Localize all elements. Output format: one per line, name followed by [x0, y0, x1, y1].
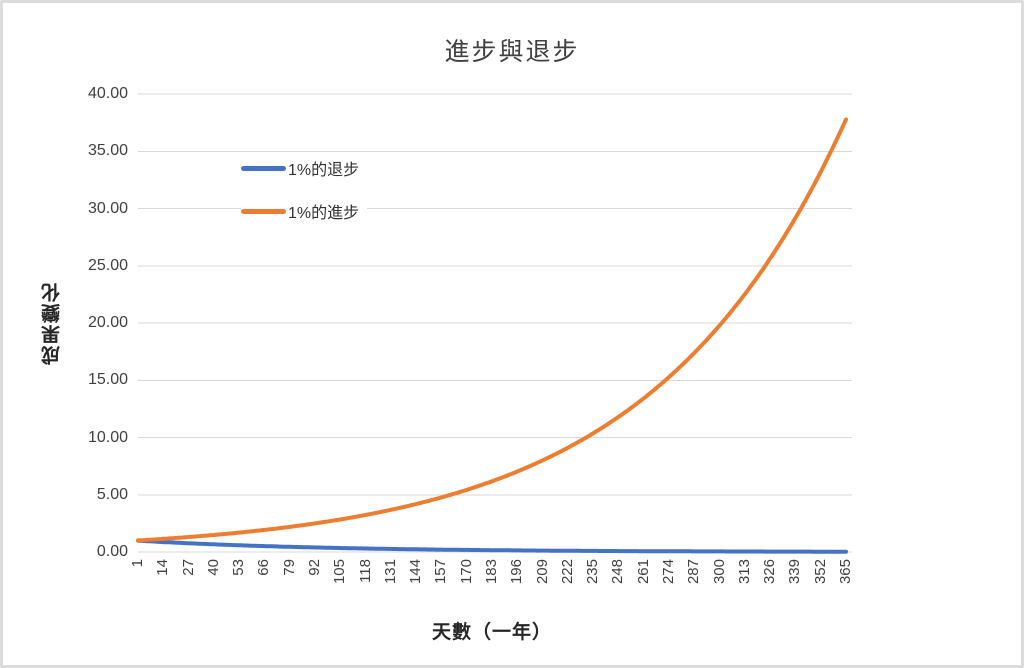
legend-item-decline: 1%的退步	[241, 154, 368, 182]
x-tick-label: 144	[407, 559, 425, 585]
chart-title: 進步與退步	[444, 38, 580, 66]
y-tick-label: 0.00	[96, 543, 128, 560]
x-tick-label: 261	[634, 559, 652, 585]
x-tick-label: 313	[735, 559, 753, 585]
x-tick-label: 105	[331, 559, 349, 585]
legend-label-decline: 1%的退步	[288, 162, 360, 179]
x-tick-label: 300	[710, 559, 728, 585]
gridlines	[138, 93, 852, 553]
x-tick-label: 222	[558, 559, 576, 585]
x-tick-label: 131	[381, 559, 399, 585]
x-tick-label: 339	[786, 559, 804, 585]
x-tick-label: 27	[179, 559, 197, 576]
series-lines	[136, 117, 848, 554]
y-tick-label: 30.00	[87, 199, 128, 217]
x-tick-label: 14	[154, 559, 172, 576]
x-tick-label: 248	[609, 559, 627, 585]
x-tick-label: 209	[533, 559, 551, 585]
x-tick-label: 183	[483, 559, 501, 585]
y-tick-label: 25.00	[87, 256, 128, 274]
legend-item-growth: 1%的進步	[241, 197, 368, 225]
y-tick-label: 40.00	[87, 85, 128, 102]
plot-area	[136, 93, 852, 554]
series-line-decline	[136, 538, 848, 554]
legend-line-icon-blue	[241, 165, 286, 171]
x-tick-label: 274	[660, 559, 678, 585]
x-tick-label: 326	[761, 559, 779, 585]
x-tick-label: 157	[432, 559, 450, 585]
x-tick-label: 170	[457, 559, 475, 585]
x-axis-title: 天數（一年）	[431, 622, 552, 643]
x-tick-label: 40	[204, 559, 222, 576]
x-tick-label: 287	[685, 559, 703, 585]
x-tick-label: 66	[255, 559, 273, 576]
y-tick-label: 5.00	[96, 485, 128, 503]
legend-line-icon-orange	[241, 208, 286, 214]
y-axis-title: 成果變化	[42, 281, 63, 365]
y-tick-label: 35.00	[87, 142, 128, 160]
x-tick-label: 365	[837, 559, 855, 585]
x-tick-label: 92	[306, 559, 324, 576]
x-tick-label: 118	[356, 559, 374, 583]
x-tick-label: 235	[584, 559, 602, 585]
x-tick-label: 196	[508, 559, 526, 585]
y-tick-label: 15.00	[87, 371, 128, 389]
x-tick-label: 79	[280, 559, 298, 576]
y-tick-label: 10.00	[87, 428, 128, 446]
y-tick-label: 20.00	[87, 314, 128, 331]
legend-label-growth: 1%的進步	[288, 205, 360, 222]
x-tick-label: 1	[129, 559, 147, 568]
series-line-growth	[136, 117, 848, 543]
x-tick-label: 352	[811, 559, 829, 585]
x-tick-label: 53	[230, 559, 248, 576]
